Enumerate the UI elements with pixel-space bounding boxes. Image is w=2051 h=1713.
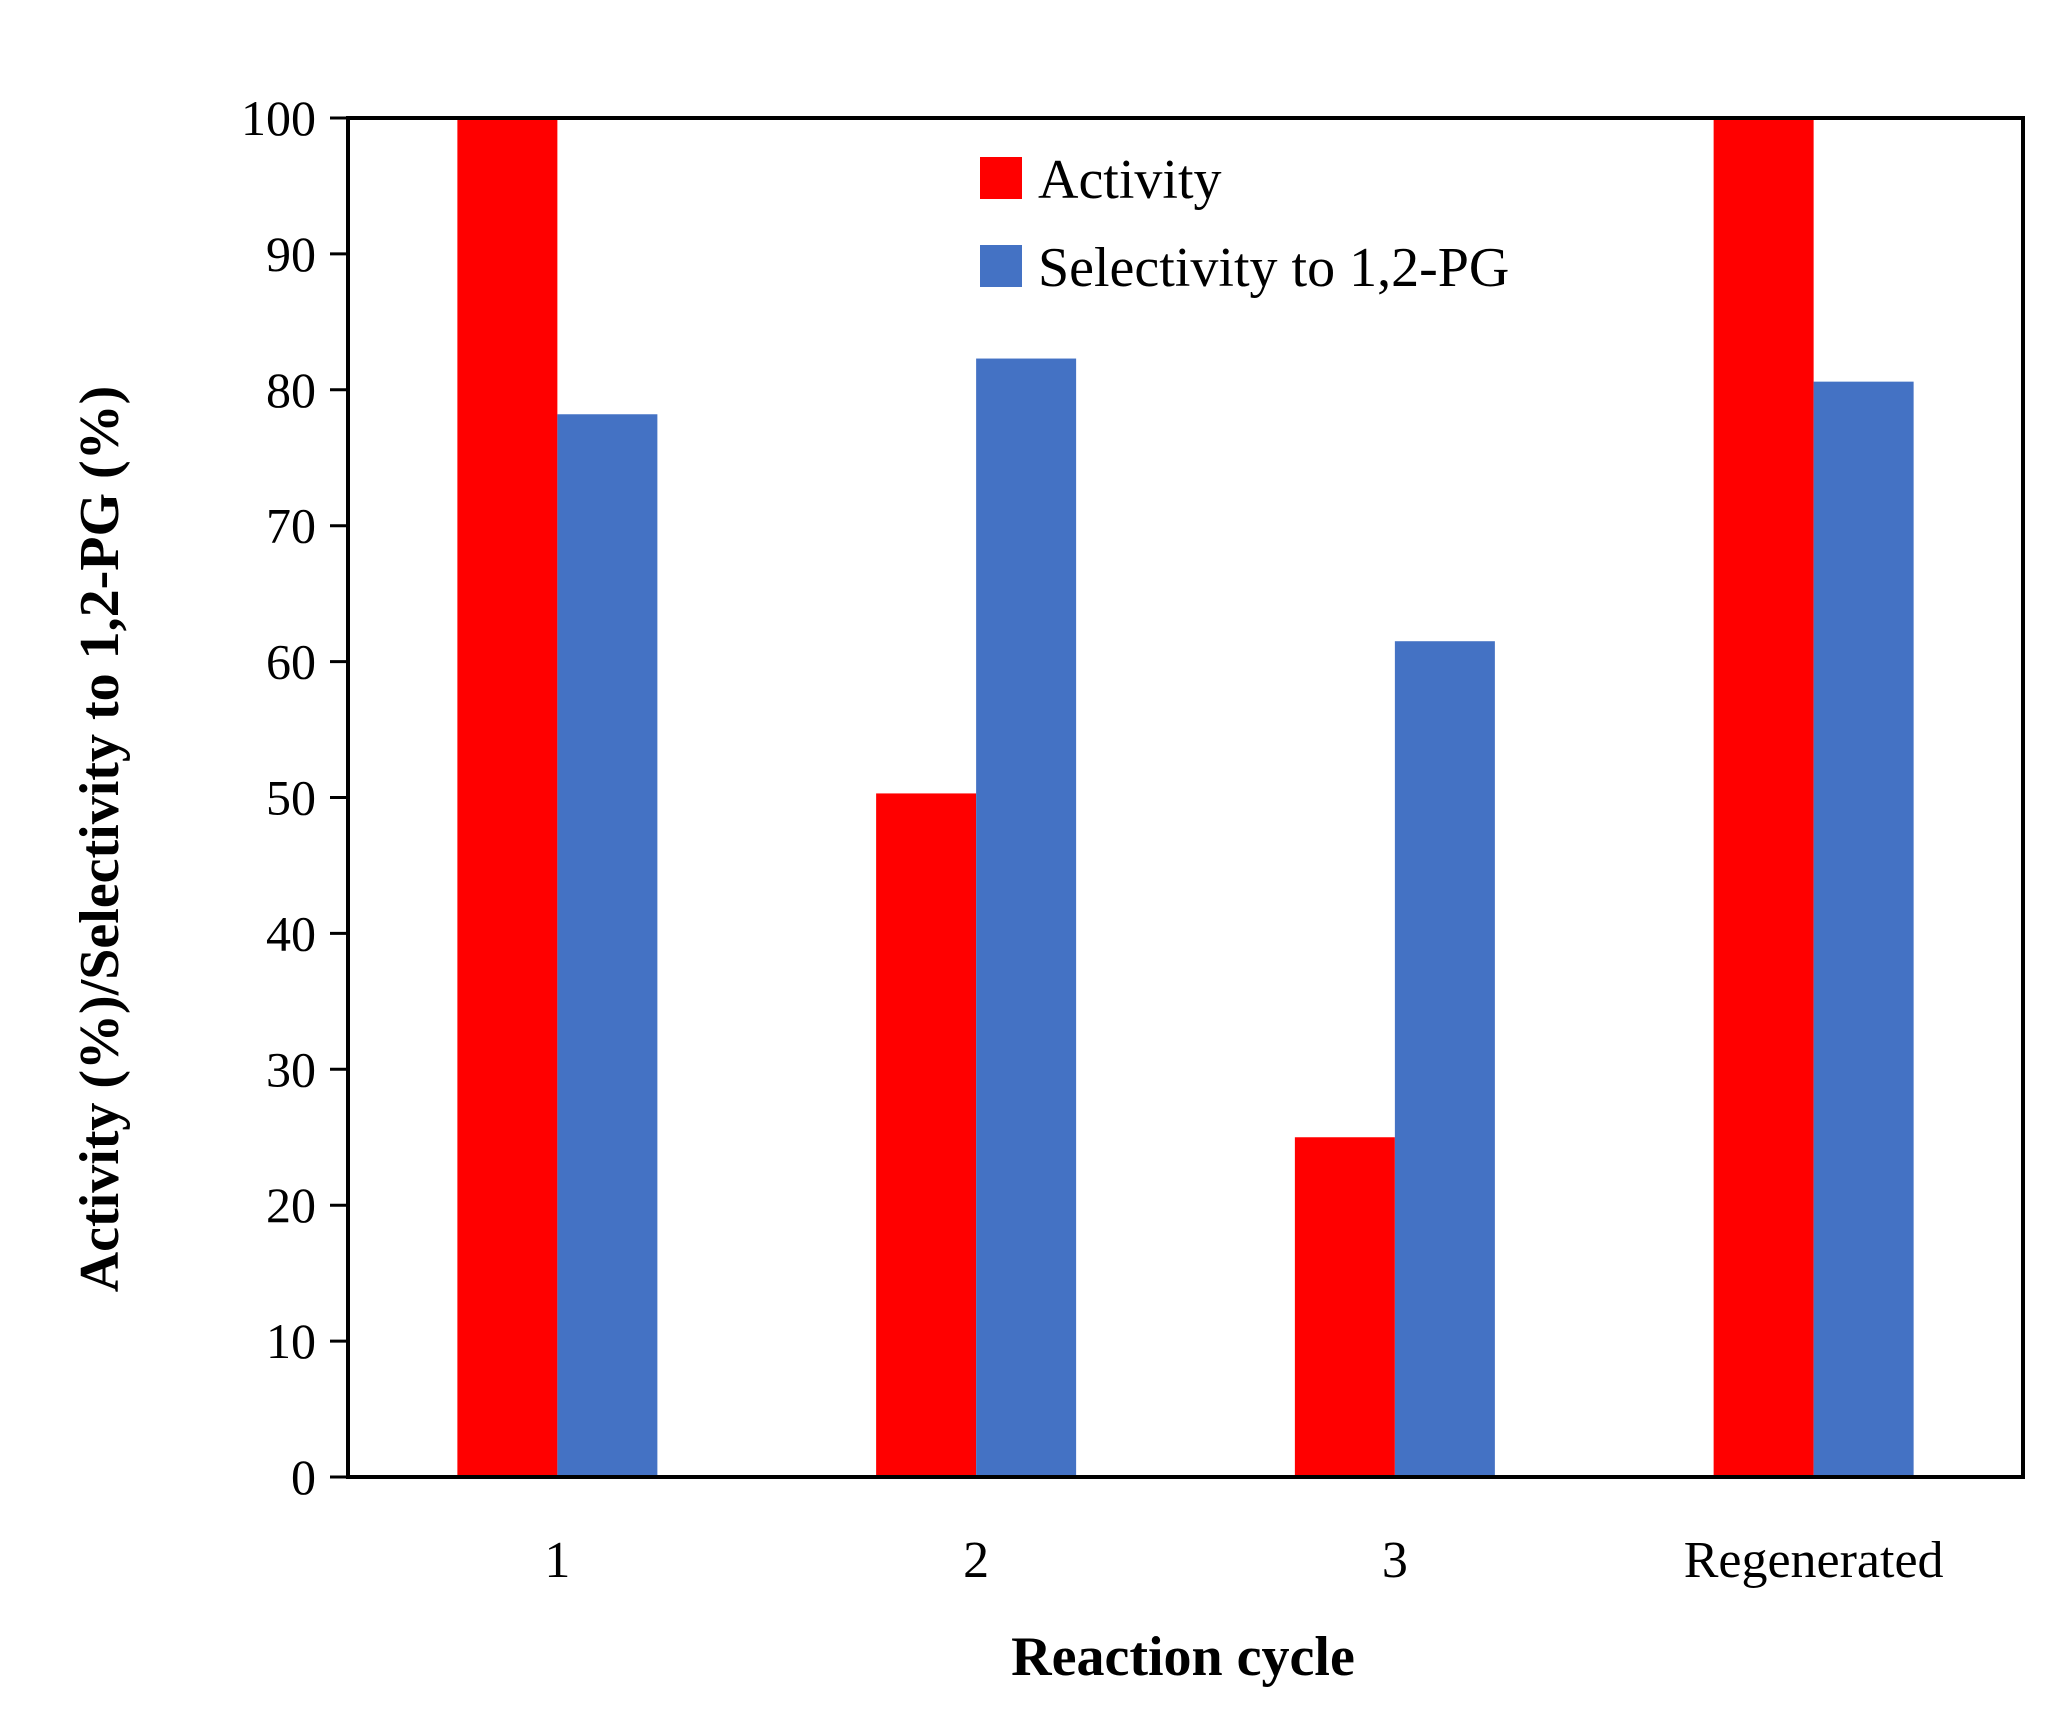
bar-activity-1 (876, 793, 977, 1477)
bar-selectivity-2 (1394, 641, 1495, 1477)
x-tick-label: 2 (963, 1532, 989, 1589)
y-tick-label: 20 (266, 1177, 316, 1233)
y-tick-label: 40 (266, 905, 316, 961)
bar-selectivity-3 (1813, 381, 1914, 1477)
legend: Activity Selectivity to 1,2-PG (980, 149, 1509, 299)
x-axis-title: Reaction cycle (1011, 1626, 1355, 1688)
y-axis-title: Activity (%)/Selectivity to 1,2-PG (%) (69, 386, 131, 1293)
x-axis-ticks: 1 2 3 Regenerated (544, 1532, 1943, 1589)
bar-activity-3 (1713, 118, 1814, 1477)
y-tick-label: 30 (266, 1041, 316, 1097)
bar-activity-2 (1294, 1137, 1395, 1477)
y-tick-label: 0 (291, 1449, 316, 1505)
y-tick-label: 10 (266, 1313, 316, 1369)
bars-layer (457, 118, 1914, 1478)
bar-selectivity-0 (557, 414, 658, 1478)
y-tick-label: 50 (266, 770, 316, 826)
legend-label-selectivity: Selectivity to 1,2-PG (1038, 237, 1509, 299)
x-tick-label: Regenerated (1684, 1532, 1944, 1589)
legend-swatch-activity (980, 157, 1022, 199)
bar-activity-0 (457, 118, 558, 1477)
legend-label-activity: Activity (1038, 149, 1222, 211)
x-tick-label: 1 (544, 1532, 570, 1589)
y-tick-label: 70 (266, 498, 316, 554)
y-tick-label: 60 (266, 634, 316, 690)
y-tick-label: 100 (241, 90, 316, 146)
y-tick-label: 80 (266, 362, 316, 418)
bar-selectivity-1 (976, 358, 1077, 1478)
legend-swatch-selectivity (980, 245, 1022, 287)
x-tick-label: 3 (1382, 1532, 1408, 1589)
y-axis-ticks: 0 10 20 30 40 50 60 70 80 90 100 (241, 90, 348, 1505)
y-tick-label: 90 (266, 226, 316, 282)
